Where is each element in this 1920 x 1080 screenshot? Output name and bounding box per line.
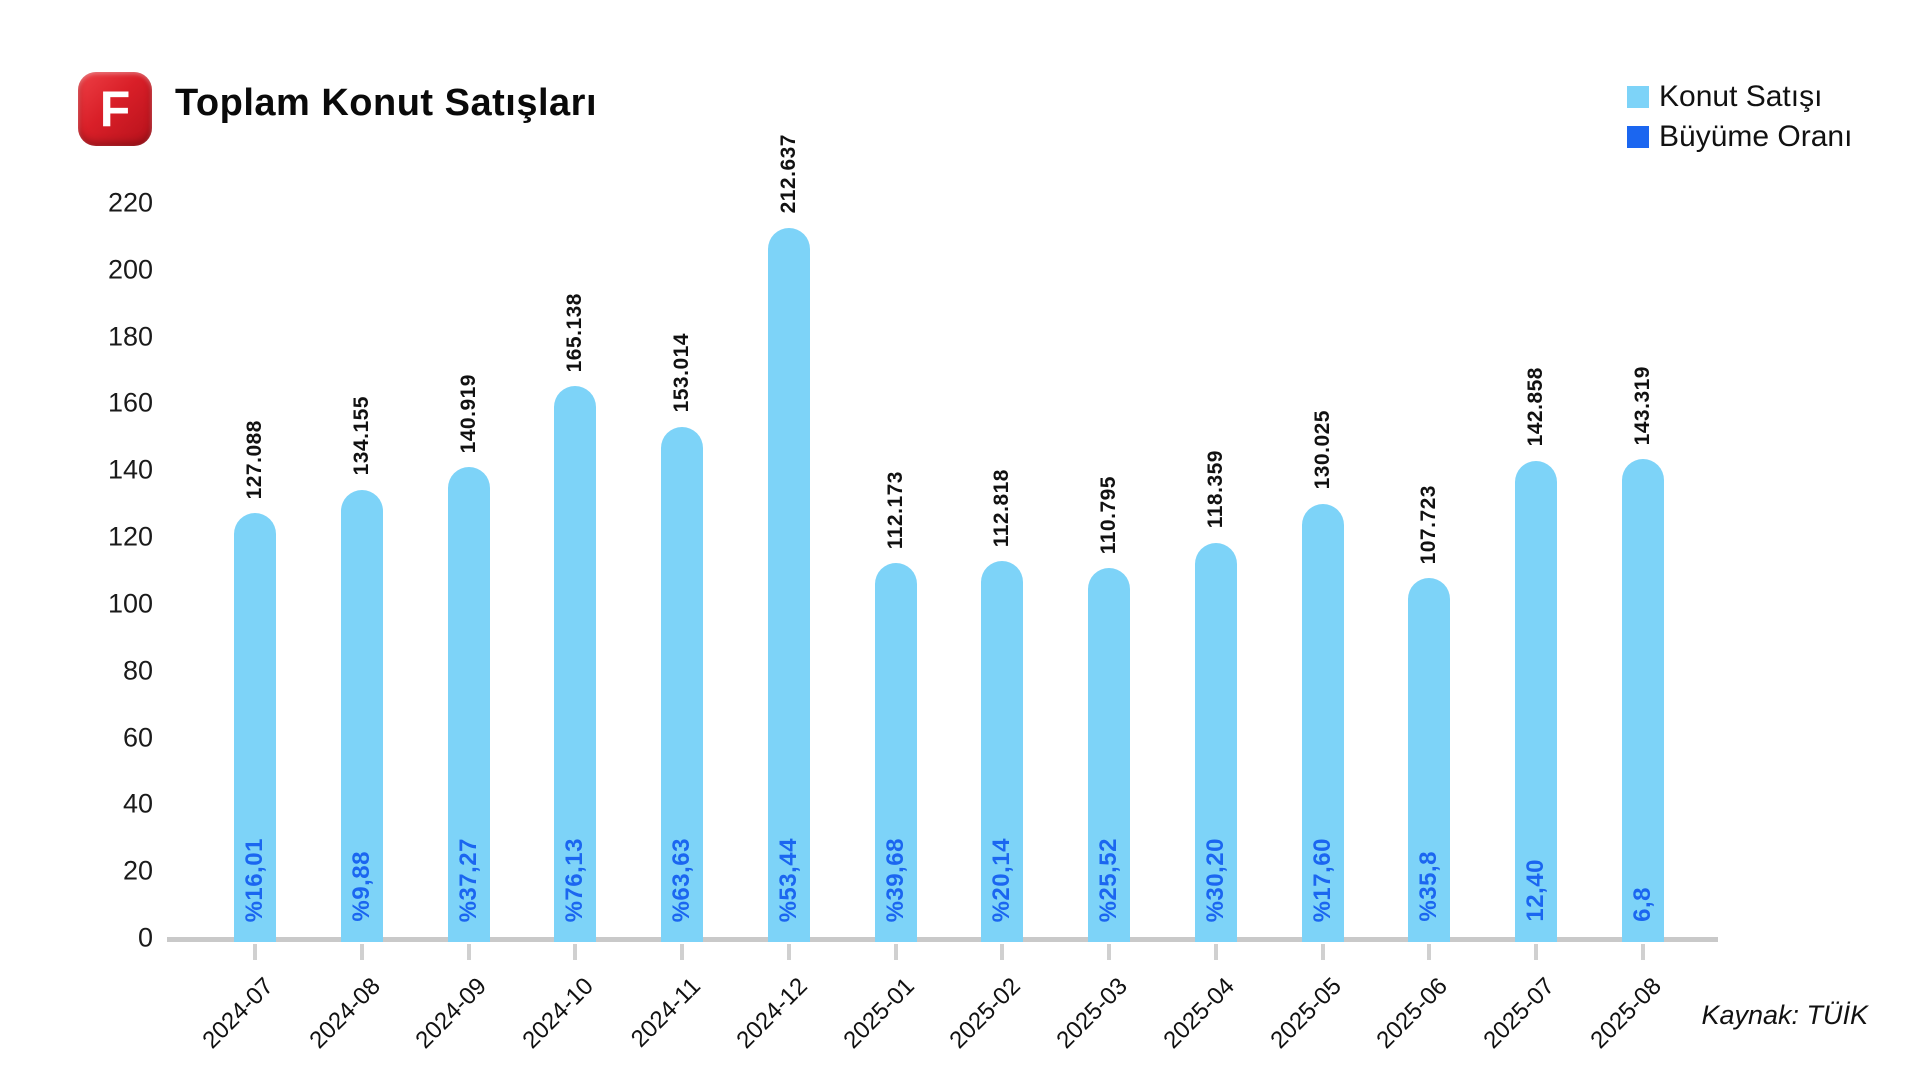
x-axis-tick <box>1320 944 1325 960</box>
x-axis-tick-label: 2024-09 <box>410 972 493 1054</box>
x-axis-tick-label: 2024-11 <box>625 972 706 1053</box>
y-axis-tick-label: 40 <box>122 788 153 819</box>
bar-2024-10 <box>554 386 597 942</box>
legend-item-buyume-orani: Büyüme Oranı <box>1627 122 1852 152</box>
chart-title: Toplam Konut Satışları <box>175 82 598 124</box>
bar-2025-03 <box>1088 567 1131 942</box>
y-axis-tick-label: 140 <box>107 454 153 485</box>
x-axis-tick <box>573 944 578 960</box>
y-axis-tick-label: 20 <box>122 855 153 886</box>
bar-value-label: 165.138 <box>563 292 587 373</box>
x-axis-tick <box>893 944 898 960</box>
x-axis-tick-label: 2025-04 <box>1158 972 1240 1054</box>
bar-value-label: 143.319 <box>1631 365 1654 446</box>
x-axis-tick-label: 2025-02 <box>944 972 1027 1054</box>
growth-rate-label: %20,14 <box>988 837 1016 922</box>
y-axis-tick-label: 220 <box>107 187 153 218</box>
x-axis-tick-label: 2025-06 <box>1371 972 1454 1054</box>
growth-rate-label: %25,52 <box>1095 837 1123 922</box>
x-axis-line <box>167 937 1718 942</box>
growth-rate-label: %63,63 <box>668 837 696 922</box>
bar-2024-12 <box>767 227 810 942</box>
legend-swatch-buyume-orani <box>1627 126 1649 148</box>
y-axis-tick-label: 80 <box>122 655 153 686</box>
x-axis-tick <box>1107 944 1112 960</box>
legend-label-buyume-orani: Büyüme Oranı <box>1659 120 1853 153</box>
x-axis-tick-label: 2025-07 <box>1478 972 1560 1054</box>
x-axis-tick-label: 2025-08 <box>1585 972 1667 1054</box>
bar-2025-08 <box>1622 459 1664 942</box>
growth-rate-label: %17,60 <box>1308 837 1336 922</box>
x-axis-tick <box>1641 944 1645 960</box>
x-axis-tick <box>253 944 257 960</box>
y-axis-tick-label: 160 <box>107 387 153 418</box>
y-axis-tick-label: 200 <box>107 254 153 285</box>
x-axis-tick-label: 2025-01 <box>837 972 920 1054</box>
growth-rate-label: %9,88 <box>347 851 375 922</box>
bar-2024-07 <box>234 513 276 942</box>
x-axis-tick-label: 2025-05 <box>1265 972 1347 1054</box>
y-axis-tick-label: 100 <box>107 588 153 619</box>
legend-label-konut-satisi: Konut Satışı <box>1659 80 1823 113</box>
growth-rate-label: %39,68 <box>881 837 909 922</box>
bar-2025-01 <box>874 563 917 942</box>
bar-2024-09 <box>447 467 490 942</box>
x-axis-tick <box>786 944 791 960</box>
growth-rate-label: %37,27 <box>454 837 482 922</box>
bar-value-label: 107.723 <box>1417 484 1441 565</box>
bar-value-label: 153.014 <box>670 333 694 413</box>
bar-value-label: 134.155 <box>349 396 373 476</box>
bar-2024-08 <box>340 489 383 942</box>
y-axis-tick-label: 120 <box>107 521 153 552</box>
x-axis-tick <box>359 944 364 960</box>
x-axis-tick <box>1000 944 1005 960</box>
x-axis-tick-label: 2024-10 <box>517 972 599 1054</box>
bar-value-label: 130.025 <box>1310 410 1334 490</box>
growth-rate-label: %35,8 <box>1415 851 1443 922</box>
growth-rate-label: %76,13 <box>561 837 589 922</box>
bar-value-label: 110.795 <box>1097 475 1121 554</box>
y-axis-tick-label: 60 <box>122 722 153 753</box>
bar-value-label: 112.173 <box>883 470 907 550</box>
x-axis-tick <box>1427 944 1432 960</box>
x-axis-tick-label: 2024-12 <box>731 972 813 1054</box>
bar-2024-11 <box>661 426 704 942</box>
bar-value-label: 112.818 <box>990 468 1014 548</box>
growth-rate-label: %30,20 <box>1201 837 1229 922</box>
legend: Konut Satışı Büyüme Oranı <box>1627 82 1852 152</box>
bar-value-label: 140.919 <box>456 373 480 454</box>
x-axis-tick <box>466 944 471 960</box>
bar-value-label: 212.637 <box>776 134 800 214</box>
growth-rate-label: 6,8 <box>1629 887 1656 922</box>
bar-2025-04 <box>1194 542 1237 942</box>
bar-2025-06 <box>1408 578 1451 942</box>
source-note: Kaynak: TÜİK <box>1701 1000 1868 1030</box>
x-axis-tick <box>1534 944 1539 960</box>
x-axis-tick-label: 2025-03 <box>1051 972 1133 1054</box>
bar-2025-07 <box>1515 460 1558 942</box>
app-logo: F <box>78 72 152 146</box>
bar-2025-02 <box>981 561 1024 942</box>
bar-value-label: 127.088 <box>243 420 266 500</box>
x-axis-tick-label: 2024-07 <box>197 972 279 1054</box>
growth-rate-label: %16,01 <box>241 837 268 922</box>
legend-swatch-konut-satisi <box>1627 86 1649 108</box>
logo-letter: F <box>99 81 131 137</box>
growth-rate-label: %53,44 <box>774 837 802 922</box>
bar-value-label: 118.359 <box>1203 450 1227 529</box>
x-axis-tick <box>1213 944 1218 960</box>
bar-value-label: 142.858 <box>1524 367 1548 447</box>
y-axis-tick-label: 0 <box>137 922 153 953</box>
x-axis-tick <box>680 944 685 960</box>
x-axis-tick-label: 2024-08 <box>304 972 386 1054</box>
legend-item-konut-satisi: Konut Satışı <box>1627 82 1852 112</box>
y-axis-tick-label: 180 <box>107 321 153 352</box>
growth-rate-label: 12,40 <box>1522 859 1550 922</box>
bar-chart-plot-area: 0 20 40 60 80 100 120 140 160 180 200 220 127.088 %16… <box>108 134 1718 1054</box>
bar-2025-05 <box>1301 503 1344 942</box>
